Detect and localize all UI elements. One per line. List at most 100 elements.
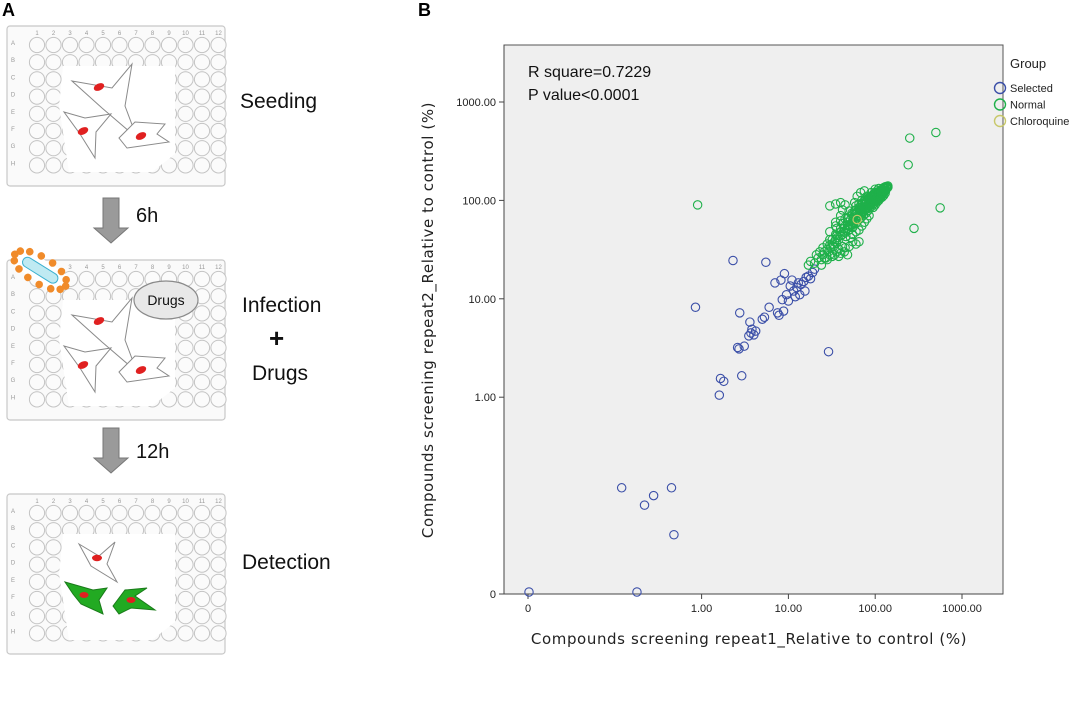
point-selected: [779, 268, 790, 279]
point-selected: [759, 312, 770, 322]
legend-label-chloroquine: Chloroquine: [1010, 116, 1069, 128]
plate-row-letter: H: [11, 161, 15, 167]
point-selected: [714, 390, 725, 400]
point-selected: [770, 278, 780, 288]
point-normal: [877, 185, 888, 196]
plate-row-letter: A: [11, 275, 15, 281]
plate-row-letter: E: [11, 578, 15, 584]
cell-nucleus: [92, 554, 102, 562]
well-plate: 123456789101112ABCDEFGHDrugs: [6, 247, 227, 421]
point-selected: [781, 289, 792, 300]
plate-row-letter: A: [11, 41, 15, 47]
plate-column-number: 8: [151, 499, 155, 505]
point-normal: [874, 189, 885, 199]
point-normal: [829, 250, 840, 260]
point-normal: [845, 232, 856, 243]
point-normal: [876, 187, 887, 198]
plate-column-number: 2: [52, 31, 56, 37]
x-axis-title: Compounds screening repeat1_Relative to …: [531, 630, 967, 649]
legend-marker-normal: [993, 98, 1007, 111]
cell-nucleus: [135, 132, 147, 140]
x-tick-label: 10.00: [775, 603, 803, 615]
plate-column-number: 6: [118, 265, 122, 271]
plate-row-letter: C: [11, 543, 16, 549]
point-normal: [909, 223, 919, 234]
plate-column-number: 5: [101, 499, 105, 505]
plate-row-letter: B: [11, 526, 15, 532]
plate-row-letter: E: [11, 110, 15, 116]
point-selected: [715, 373, 726, 384]
cell-nucleus: [126, 597, 136, 603]
arrow-12h: [92, 427, 130, 474]
point-normal: [840, 200, 850, 210]
plate-column-number: 11: [199, 31, 206, 37]
point-normal: [835, 216, 846, 226]
point-normal: [862, 214, 872, 224]
arrow-6h: [92, 197, 130, 244]
plate-column-number: 12: [215, 31, 222, 37]
plate-column-number: 4: [85, 499, 89, 505]
point-normal: [847, 229, 858, 240]
point-normal: [835, 197, 846, 208]
drugs-bubble: [133, 280, 199, 320]
point-selected: [750, 326, 761, 336]
plate-column-number: 7: [134, 499, 138, 505]
x-axis: 0 1.00 10.00 100.00 1000.00: [504, 593, 1003, 615]
plate-column-number: 2: [52, 499, 56, 505]
point-selected: [790, 291, 801, 302]
point-normal: [904, 133, 915, 143]
plate-column-number: 7: [134, 265, 138, 271]
plate-column-number: 7: [134, 31, 138, 37]
plate-column-number: 1: [35, 31, 39, 37]
plate-column-number: 5: [101, 265, 105, 271]
y-tick-label: 10.00: [468, 294, 496, 306]
plate-column-number: 11: [199, 499, 206, 505]
point-selected: [616, 483, 627, 493]
plate-column-number: 9: [167, 265, 171, 271]
legend-label-selected: Selected: [1010, 83, 1053, 95]
point-selected: [632, 587, 642, 597]
point-selected: [734, 308, 745, 318]
plate-row-letter: E: [11, 344, 15, 350]
plate-column-number: 4: [85, 31, 89, 37]
plate-column-number: 10: [182, 265, 189, 271]
point-selected: [690, 302, 701, 313]
plate-column-number: 9: [167, 499, 171, 505]
point-normal: [818, 243, 828, 253]
plate-row-letter: C: [11, 309, 16, 315]
point-selected: [772, 308, 783, 318]
point-selected: [764, 302, 774, 313]
point-normal: [692, 200, 703, 210]
point-normal: [816, 260, 827, 270]
plate-row-letter: F: [11, 595, 15, 601]
plate-row-letter: H: [11, 629, 15, 635]
data-points: [524, 127, 945, 597]
plate-column-number: 6: [118, 31, 122, 37]
legend-label-normal: Normal: [1010, 100, 1045, 112]
step-infection-label: Infection: [242, 294, 321, 317]
point-selected: [524, 587, 534, 597]
point-selected: [805, 273, 816, 284]
plate-column-number: 12: [215, 499, 222, 505]
point-normal: [935, 203, 945, 213]
cell-nucleus: [93, 317, 105, 325]
point-normal: [854, 236, 864, 247]
point-chloroquine: [852, 214, 862, 225]
annotation-p-value: P value<0.0001: [528, 87, 639, 104]
legend: Group Selected Normal Chloroquine: [993, 56, 1069, 128]
point-selected: [639, 500, 650, 510]
point-normal: [835, 248, 846, 259]
legend-title: Group: [1010, 56, 1046, 71]
point-normal: [847, 236, 858, 247]
annotation-r-square: R square=0.7229: [528, 64, 651, 81]
plate-row-letter: F: [11, 361, 15, 367]
y-axis-title: Compounds screening repeat2_Relative to …: [419, 102, 438, 538]
point-selected: [746, 328, 756, 338]
point-selected: [648, 490, 659, 501]
plate-row-letter: A: [11, 509, 15, 515]
point-selected: [801, 272, 811, 283]
point-normal: [822, 254, 832, 265]
workflow-plates: 123456789101112ABCDEFGH123456789101112AB…: [6, 25, 227, 655]
cell: [70, 296, 138, 373]
